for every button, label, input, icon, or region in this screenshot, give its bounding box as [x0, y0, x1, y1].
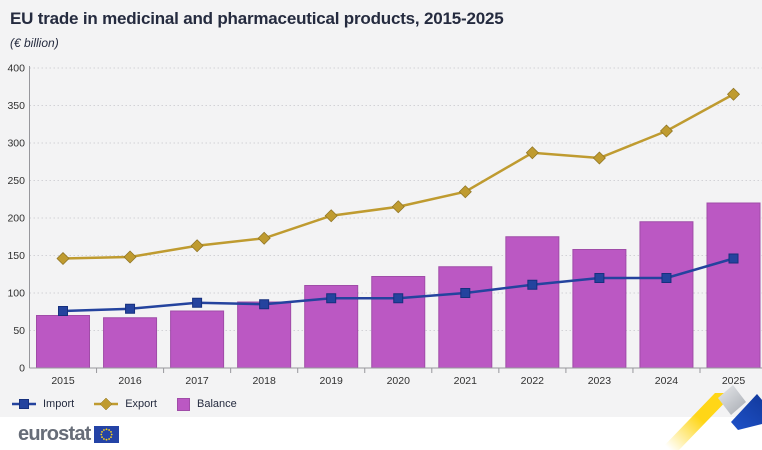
chart-legend: Import Export Balance: [12, 396, 237, 412]
eu-flag-star: [99, 433, 102, 435]
x-tick-label: 2015: [51, 375, 75, 387]
legend-label-import: Import: [43, 398, 75, 410]
y-tick-label: 200: [7, 213, 25, 225]
eu-flag-star: [107, 428, 110, 431]
footer-band: [0, 417, 762, 450]
x-axis-labels: 2015 2016 2017 2018 2019 2020 2021 2022 2023 2024…: [51, 375, 745, 387]
import-point: [393, 293, 404, 304]
y-tick-label: 100: [7, 288, 25, 300]
balance-bar: [505, 236, 560, 369]
export-line-icon: [94, 398, 119, 410]
balance-bar: [103, 317, 158, 369]
axes: [29, 66, 762, 373]
balance-bar: [371, 276, 426, 369]
y-tick-label: 0: [19, 363, 25, 375]
import-point: [259, 299, 270, 310]
eu-flag-star: [110, 433, 113, 435]
legend-label-export: Export: [125, 398, 157, 410]
eurostat-logo: eurostat: [18, 424, 119, 444]
import-point: [58, 306, 68, 316]
y-tick-label: 150: [7, 250, 25, 262]
y-tick-label: 400: [7, 63, 25, 75]
y-tick-label: 300: [7, 138, 25, 150]
eurostat-logo-text: eurostat: [18, 423, 91, 445]
import-point: [661, 273, 672, 283]
export-point: [324, 209, 338, 223]
balance-bar: [639, 221, 694, 369]
export-point: [123, 250, 137, 264]
eu-flag-star: [102, 437, 105, 440]
balance-bar: [170, 310, 225, 369]
eu-flag-star: [100, 430, 103, 433]
x-tick-label: 2024: [655, 375, 679, 387]
import-point: [594, 273, 605, 283]
x-tick-label: 2021: [454, 375, 478, 387]
legend-item-balance: Balance: [176, 397, 237, 411]
balance-bar: [438, 266, 493, 369]
import-point: [728, 253, 739, 264]
legend-item-export: Export: [94, 398, 157, 410]
chart-subtitle: (€ billion): [10, 36, 59, 50]
x-tick-label: 2016: [118, 375, 142, 387]
eu-flag-star: [105, 427, 107, 430]
y-grid: 0 50 100 150 200 250 300 350 400: [7, 63, 762, 375]
x-tick-label: 2020: [387, 375, 411, 387]
legend-label-balance: Balance: [196, 398, 237, 410]
x-tick-label: 2023: [588, 375, 612, 387]
balance-bar: [572, 249, 627, 369]
balance-swatch-icon: [176, 397, 190, 411]
export-point: [56, 251, 70, 266]
export-point: [525, 146, 539, 160]
export-line: [56, 87, 741, 266]
eu-flag-star: [107, 437, 110, 440]
y-tick-label: 250: [7, 175, 25, 187]
eu-flag-star: [109, 430, 112, 433]
export-point: [190, 239, 204, 253]
y-tick-label: 350: [7, 100, 25, 112]
export-point: [458, 185, 472, 199]
export-point: [726, 87, 741, 101]
legend-item-import: Import: [12, 398, 74, 410]
export-point: [592, 151, 606, 165]
balance-bar: [36, 315, 90, 369]
export-point: [257, 231, 271, 245]
balance-bars: [36, 202, 761, 369]
eu-flag-star: [102, 428, 105, 431]
import-point: [125, 303, 136, 314]
balance-bar: [237, 301, 292, 369]
import-point: [527, 279, 538, 290]
balance-bar: [706, 202, 761, 369]
eu-flag-star: [109, 435, 112, 438]
x-tick-label: 2025: [722, 375, 746, 387]
y-tick-label: 50: [13, 325, 25, 337]
import-point: [192, 297, 203, 308]
import-line-icon: [12, 399, 36, 409]
x-tick-label: 2018: [252, 375, 276, 387]
eu-flag-star: [100, 435, 103, 438]
x-tick-label: 2017: [185, 375, 209, 387]
export-point: [391, 200, 405, 214]
eu-flag-star: [105, 438, 107, 441]
eu-flag-icon: [93, 425, 119, 443]
import-point: [460, 288, 471, 298]
export-point: [659, 124, 673, 138]
x-tick-label: 2019: [320, 375, 344, 387]
chart-title: EU trade in medicinal and pharmaceutical…: [10, 9, 504, 28]
import-point: [326, 293, 337, 304]
import-line: [58, 253, 739, 316]
x-tick-label: 2022: [521, 375, 545, 387]
